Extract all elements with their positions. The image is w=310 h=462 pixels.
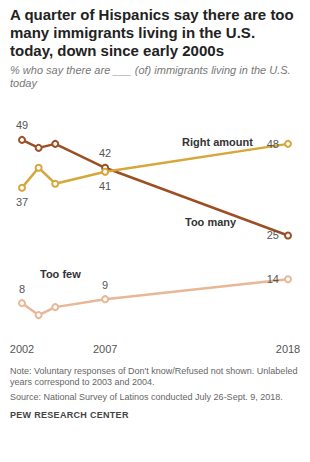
svg-text:37: 37 xyxy=(16,196,28,208)
html-text:% who say there are ___ (of) i: % who say there are ___ (of) immigrants … xyxy=(10,64,291,89)
html-text:Note: Voluntary responses of D: Note: Voluntary responses of Don't know/… xyxy=(10,366,298,387)
svg-text:49: 49 xyxy=(16,119,28,131)
svg-text:14: 14 xyxy=(267,273,279,285)
svg-text:25: 25 xyxy=(267,229,279,241)
svg-text:Too many: Too many xyxy=(185,216,237,228)
svg-text:41: 41 xyxy=(99,180,111,192)
svg-text:Right amount: Right amount xyxy=(182,136,253,148)
svg-text:48: 48 xyxy=(267,138,279,150)
html-text:PEW RESEARCH CENTER: PEW RESEARCH CENTER xyxy=(10,410,129,420)
svg-text:2002: 2002 xyxy=(10,343,34,355)
html-text:A quarter of Hispanics say the: A quarter of Hispanics say there are too… xyxy=(10,6,294,59)
svg-text:2007: 2007 xyxy=(93,343,117,355)
svg-text:8: 8 xyxy=(19,283,25,295)
svg-text:2018: 2018 xyxy=(276,343,300,355)
svg-text:Too few: Too few xyxy=(40,268,81,280)
svg-text:9: 9 xyxy=(102,279,108,291)
svg-text:42: 42 xyxy=(99,147,111,159)
html-text:Source: National Survey of Lat: Source: National Survey of Latinos condu… xyxy=(10,392,283,402)
